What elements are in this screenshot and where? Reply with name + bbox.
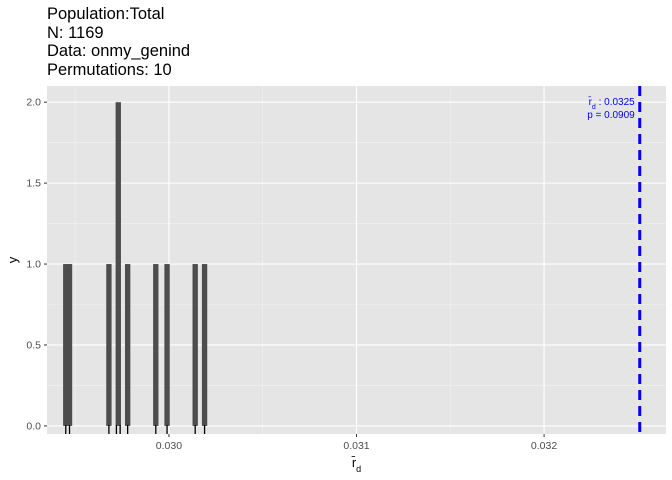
y-axis: 0.0 0.5 1.0 1.5 2.0 <box>26 97 47 432</box>
grid-minor <box>47 86 666 434</box>
grid-major <box>47 86 666 434</box>
x-axis: 0.030 0.031 0.032 <box>156 434 557 452</box>
title-permutations: Permutations: 10 <box>47 60 172 79</box>
bars <box>63 102 208 426</box>
title-block: Population:Total N: 1169 Data: onmy_geni… <box>47 5 190 79</box>
observed-annotation: r̄d : 0.0325 p = 0.0909 <box>587 95 635 121</box>
histogram-bar <box>164 264 170 426</box>
y-axis-label: y <box>5 256 20 263</box>
p-value-label: p = 0.0909 <box>587 110 635 121</box>
histogram-bar <box>192 264 198 426</box>
histogram-bar <box>63 264 69 426</box>
histogram-bar <box>201 264 208 426</box>
histogram-bar <box>66 264 73 426</box>
title-data: Data: onmy_genind <box>47 42 191 60</box>
x-axis-label: r̄d <box>351 455 361 474</box>
y-tick-label: 1.5 <box>26 178 41 190</box>
x-tick-label: 0.031 <box>343 440 369 452</box>
histogram-bar <box>124 264 131 426</box>
y-tick-label: 2.0 <box>26 97 41 109</box>
observed-label: r̄d : 0.0325 <box>588 95 635 110</box>
y-tick-label: 1.0 <box>26 259 41 271</box>
x-tick-label: 0.030 <box>156 440 182 452</box>
histogram-bar <box>153 264 159 426</box>
title-population: Population:Total <box>47 5 165 23</box>
title-n: N: 1169 <box>47 23 104 42</box>
histogram-bar <box>115 102 121 426</box>
rug-marks <box>65 425 206 434</box>
y-tick-label: 0.5 <box>26 339 41 351</box>
y-tick-label: 0.0 <box>26 420 41 432</box>
histogram-bar <box>106 264 112 426</box>
x-tick-label: 0.032 <box>531 440 557 452</box>
